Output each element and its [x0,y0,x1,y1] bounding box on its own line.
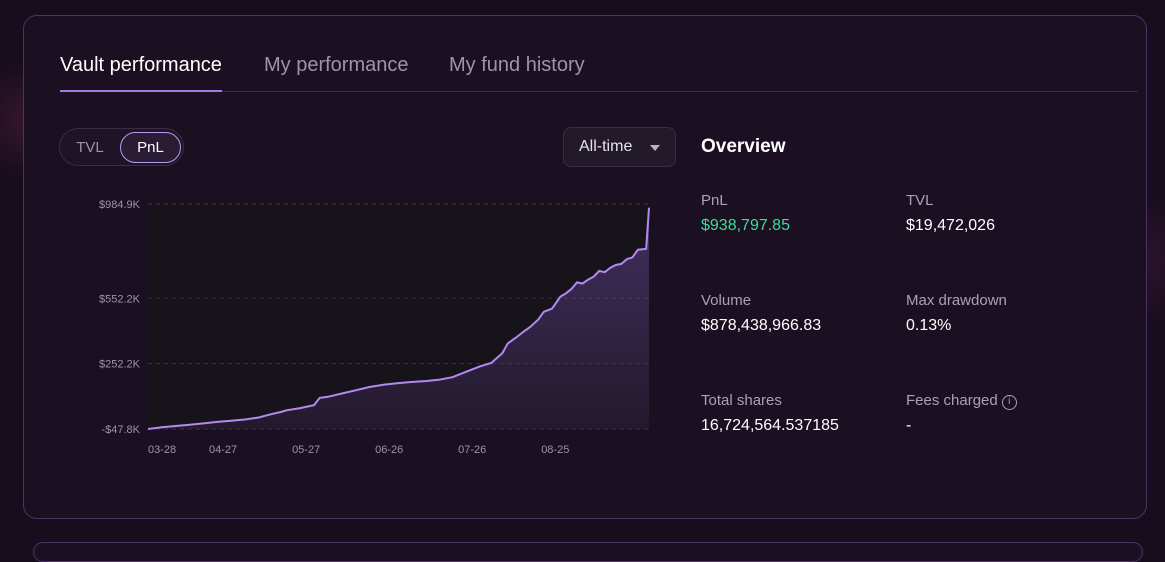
x-tick-label: 06-26 [375,444,403,456]
toggle-pnl[interactable]: PnL [120,132,181,163]
stat-label: Volume [701,292,752,309]
stat-max-drawdown: Max drawdown 0.13% [906,291,1106,336]
tab-bar: Vault performance My performance My fund… [60,52,1138,92]
tab-my-fund-history[interactable]: My fund history [449,54,585,76]
y-tick-label: -$47.8K [101,424,140,436]
x-tick-label: 05-27 [292,444,320,456]
stat-value: $878,438,966.83 [701,317,822,334]
stat-label: PnL [701,192,728,209]
vault-panel: Vault performance My performance My fund… [23,15,1147,519]
tab-vault-performance[interactable]: Vault performance [60,52,222,92]
metric-toggle: TVL PnL [59,128,184,166]
tab-my-performance[interactable]: My performance [264,54,409,76]
x-tick-label: 03-28 [148,444,176,456]
x-tick-label: 04-27 [209,444,237,456]
y-tick-label: $252.2K [99,359,141,371]
y-tick-label: $984.9K [99,199,141,211]
pnl-area [148,207,649,429]
stat-value: - [906,417,912,434]
stat-tvl: TVL $19,472,026 [906,191,1106,236]
toggle-tvl[interactable]: TVL [76,139,104,156]
stat-value: 0.13% [906,317,952,334]
info-icon[interactable]: i [1001,395,1017,410]
stat-fees-charged: Fees charged i - [906,391,1106,436]
x-tick-label: 07-26 [458,444,486,456]
chevron-down-icon [650,145,660,151]
stat-label-text: Fees charged [906,392,998,409]
stat-value: $19,472,026 [906,217,995,234]
next-panel [33,542,1143,562]
stat-label: Total shares [701,392,782,409]
stat-value: 16,724,564.537185 [701,417,839,434]
stat-label: TVL [906,192,934,209]
stat-value: $938,797.85 [701,217,790,234]
stat-volume: Volume $878,438,966.83 [701,291,901,336]
time-range-value: All-time [579,138,633,155]
y-tick-label: $552.2K [99,293,141,305]
stat-label: Max drawdown [906,292,1007,309]
stat-pnl: PnL $938,797.85 [701,191,901,236]
pnl-line [147,207,650,430]
pnl-chart: $984.9K $552.2K $252.2K -$47.8K 03-28 04-27 0… [99,199,651,456]
stat-total-shares: Total shares 16,724,564.537185 [701,391,901,436]
time-range-select[interactable]: All-time [563,127,676,167]
x-tick-label: 08-25 [541,444,569,456]
overview-title: Overview [701,136,786,157]
stat-label: Fees charged i [906,391,1106,411]
